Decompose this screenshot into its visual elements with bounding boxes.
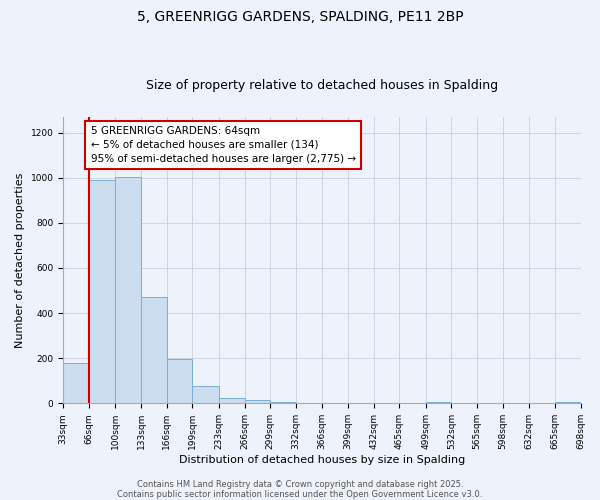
Text: Contains HM Land Registry data © Crown copyright and database right 2025.
Contai: Contains HM Land Registry data © Crown c… [118, 480, 482, 499]
Title: Size of property relative to detached houses in Spalding: Size of property relative to detached ho… [146, 79, 498, 92]
Bar [426, 402, 451, 404]
Text: 5 GREENRIGG GARDENS: 64sqm
← 5% of detached houses are smaller (134)
95% of semi: 5 GREENRIGG GARDENS: 64sqm ← 5% of detac… [91, 126, 356, 164]
Bar [555, 402, 581, 404]
Bar [115, 176, 141, 404]
Y-axis label: Number of detached properties: Number of detached properties [15, 172, 25, 348]
Bar [193, 386, 219, 404]
Bar [270, 402, 296, 404]
Bar [89, 180, 115, 404]
X-axis label: Distribution of detached houses by size in Spalding: Distribution of detached houses by size … [179, 455, 465, 465]
Bar [219, 398, 245, 404]
Bar [245, 400, 270, 404]
Bar [63, 362, 89, 404]
Bar [167, 360, 193, 404]
Bar [141, 298, 167, 404]
Text: 5, GREENRIGG GARDENS, SPALDING, PE11 2BP: 5, GREENRIGG GARDENS, SPALDING, PE11 2BP [137, 10, 463, 24]
